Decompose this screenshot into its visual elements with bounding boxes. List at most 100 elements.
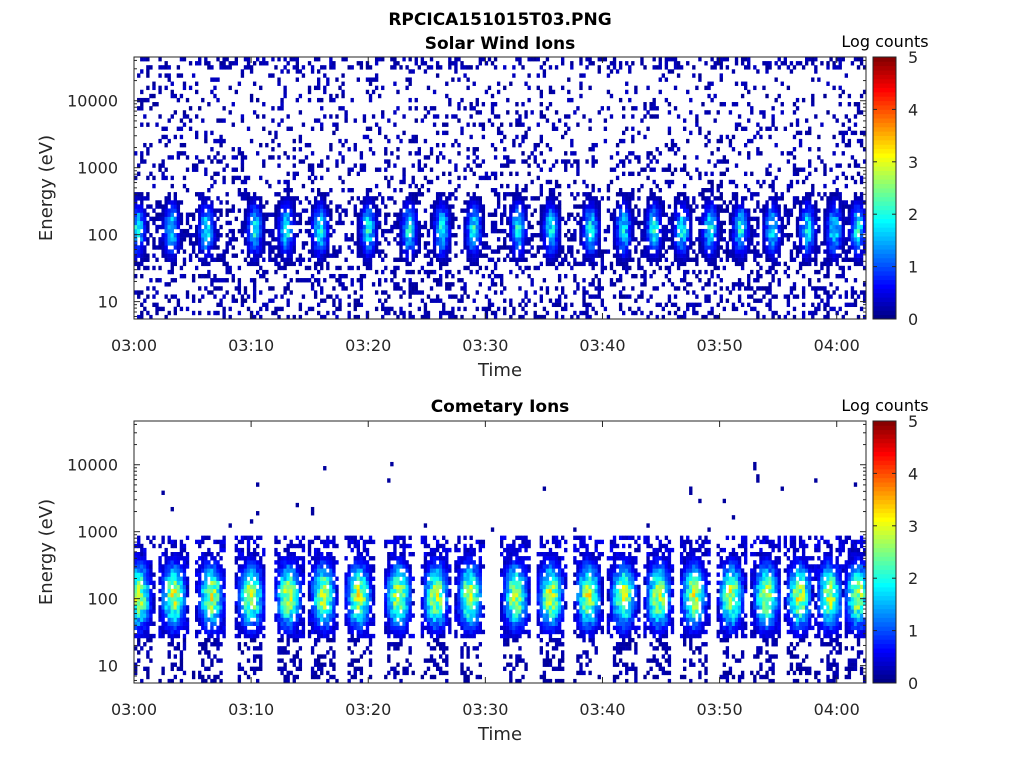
heatmap-cell [631, 151, 635, 156]
heatmap-cell [134, 245, 138, 250]
heatmap-cell [765, 228, 769, 234]
heatmap-cell [585, 253, 589, 258]
heatmap-cell [853, 261, 858, 267]
heatmap-cell [490, 269, 495, 275]
heatmap-cell [835, 245, 839, 250]
heatmap-cell [371, 241, 376, 246]
heatmap-cell [152, 220, 156, 226]
heatmap-cell [359, 294, 364, 299]
heatmap-cell [631, 273, 635, 279]
heatmap-cell [496, 196, 501, 201]
heatmap-cell [292, 261, 296, 267]
heatmap-cell [640, 233, 644, 238]
heatmap-cell [756, 151, 760, 156]
heatmap-cell [667, 167, 672, 172]
heatmap-cell [554, 302, 559, 308]
heatmap-cell [228, 237, 232, 242]
heatmap-cell [859, 208, 864, 213]
heatmap-cell [170, 278, 174, 283]
heatmap-cell [344, 138, 348, 144]
heatmap-cell [487, 85, 492, 91]
heatmap-cell [786, 212, 791, 217]
heatmap-cell [744, 310, 748, 316]
heatmap-cell [615, 228, 620, 234]
heatmap-cell [146, 196, 150, 201]
heatmap-cell [612, 241, 617, 246]
heatmap-cell [792, 257, 797, 262]
heatmap-cell [622, 114, 626, 119]
heatmap-cell [725, 208, 730, 213]
heatmap-cell [240, 151, 245, 156]
heatmap-cell [737, 220, 742, 226]
heatmap-cell [195, 237, 199, 242]
heatmap-cell [155, 200, 159, 205]
heatmap-cell [320, 228, 324, 234]
heatmap-cell [307, 306, 312, 312]
heatmap-cell [777, 204, 781, 209]
heatmap-cell [191, 241, 196, 246]
heatmap-cell [524, 81, 528, 86]
heatmap-cell [487, 302, 492, 308]
heatmap-cell [805, 249, 809, 254]
heatmap-cell [286, 204, 290, 209]
heatmap-cell [262, 212, 266, 217]
heatmap-cell [374, 61, 379, 66]
heatmap-cell [246, 306, 251, 312]
heatmap-cell [771, 241, 775, 246]
heatmap-cell [701, 233, 705, 238]
heatmap-cell [786, 188, 791, 193]
heatmap-cell [167, 241, 171, 246]
heatmap-cell [204, 257, 208, 262]
heatmap-cell [487, 257, 492, 262]
heatmap-cell [731, 249, 736, 254]
heatmap-cell [728, 110, 733, 115]
heatmap-cell [356, 220, 360, 226]
heatmap-cell [823, 192, 827, 197]
heatmap-cell [832, 179, 836, 185]
heatmap-cell [811, 314, 815, 320]
heatmap-cell [164, 208, 168, 213]
heatmap-cell [655, 147, 659, 152]
heatmap-cell [396, 265, 400, 271]
heatmap-cell [191, 273, 196, 279]
heatmap-cell [747, 273, 751, 279]
heatmap-cell [426, 269, 431, 275]
heatmap-cell [134, 224, 138, 230]
heatmap-cell [216, 233, 220, 238]
heatmap-cell [506, 159, 510, 164]
heatmap-cell [805, 212, 809, 217]
heatmap-cell [695, 253, 699, 258]
heatmap-cell [225, 220, 229, 226]
heatmap-cell [262, 273, 266, 279]
heatmap-cell [307, 175, 312, 181]
heatmap-cell [570, 142, 574, 148]
heatmap-cell [686, 249, 690, 254]
heatmap-cell [676, 73, 681, 78]
heatmap-cell [298, 257, 303, 262]
heatmap-cell [524, 204, 528, 209]
heatmap-cell [137, 249, 141, 254]
heatmap-cell [414, 212, 418, 217]
heatmap-cell [219, 61, 223, 66]
heatmap-cell [808, 261, 812, 267]
heatmap-cell [320, 233, 324, 238]
heatmap-cell [329, 208, 333, 213]
heatmap-cell [155, 228, 159, 234]
heatmap-cell [359, 208, 364, 213]
heatmap-cell [191, 245, 196, 250]
heatmap-cell [576, 212, 580, 217]
heatmap-cell [637, 261, 641, 267]
heatmap-cell [286, 314, 290, 320]
heatmap-cell [771, 278, 775, 283]
heatmap-cell [530, 110, 534, 115]
heatmap-cell [140, 302, 144, 308]
heatmap-cell [298, 69, 303, 74]
heatmap-cell [417, 192, 421, 197]
heatmap-cell [643, 228, 647, 234]
heatmap-cell [277, 306, 281, 312]
heatmap-cell [359, 155, 364, 160]
heatmap-cell [292, 212, 296, 217]
heatmap-cell [701, 286, 705, 291]
heatmap-cell [631, 61, 635, 66]
heatmap-cell [628, 257, 632, 262]
